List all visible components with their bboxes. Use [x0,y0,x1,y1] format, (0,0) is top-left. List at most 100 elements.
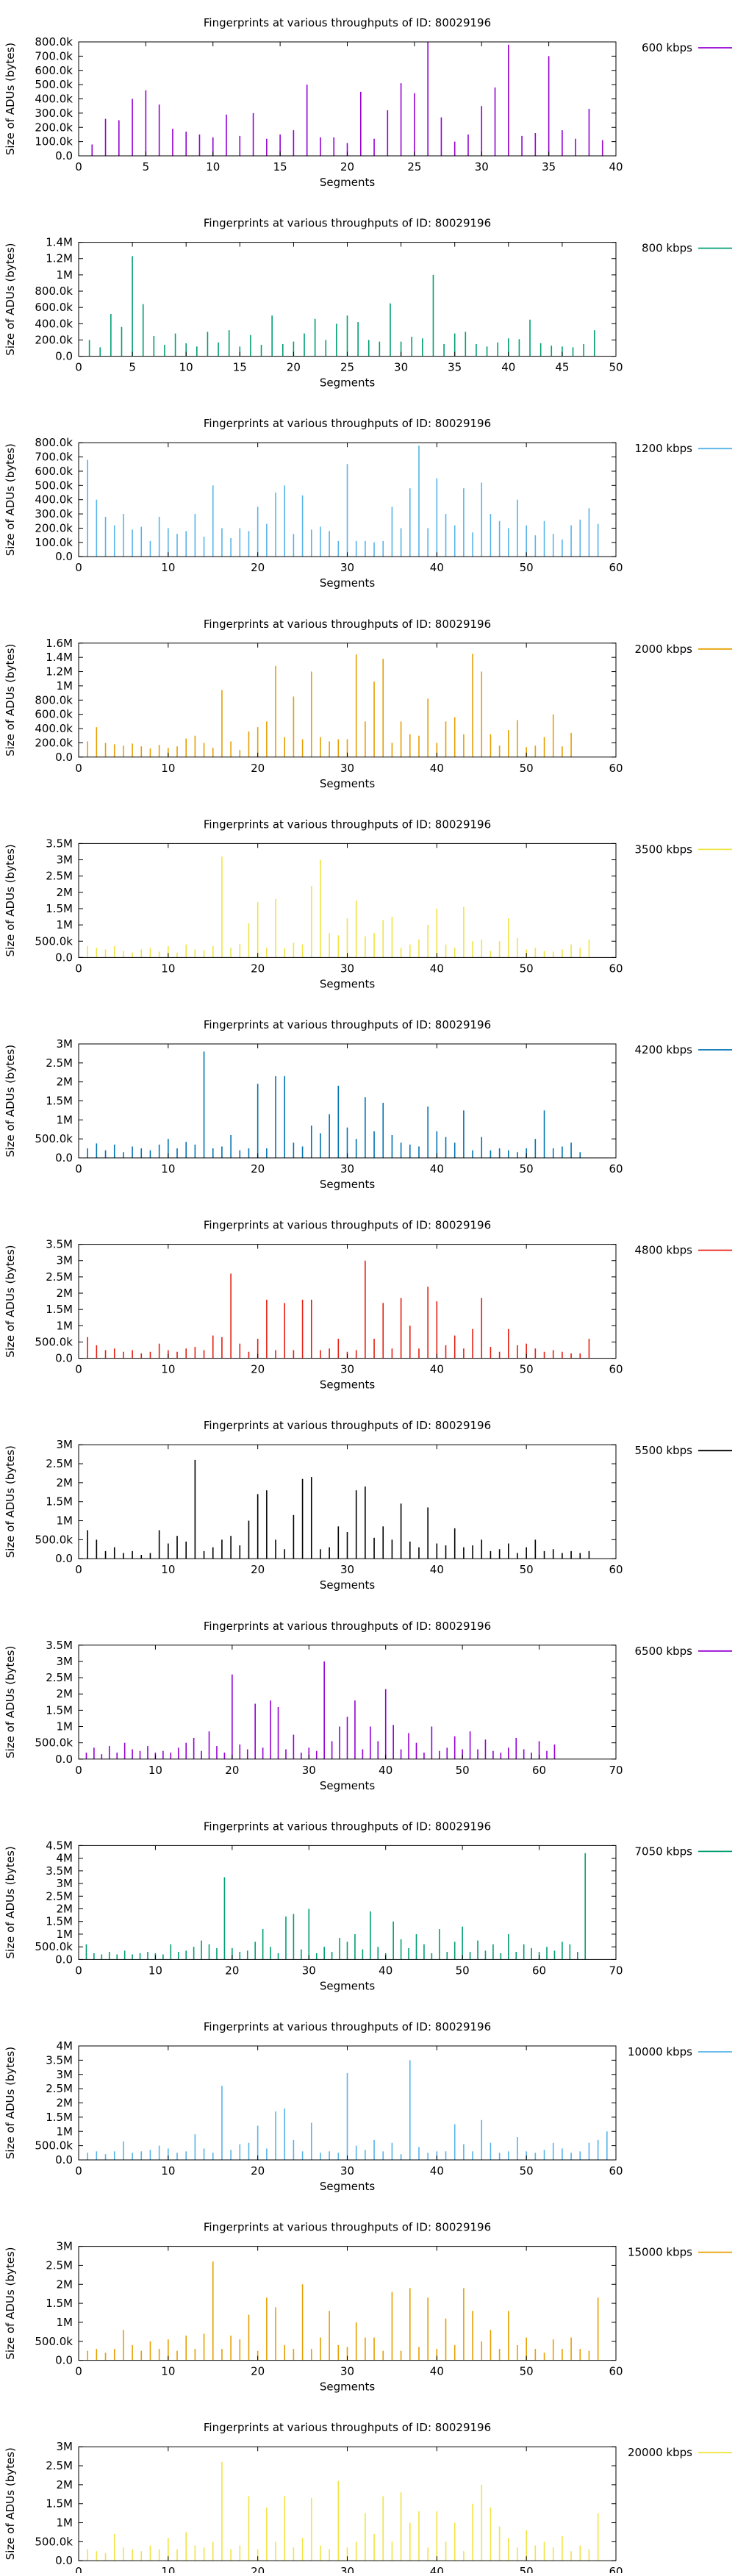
x-tick-label: 35 [448,361,462,374]
y-tick-label: 300.0k [35,107,73,120]
x-tick-label: 20 [251,962,265,975]
chart-title: Fingerprints at various throughputs of I… [204,1620,491,1633]
x-tick-label: 25 [340,361,354,374]
x-tick-label: 60 [609,962,623,975]
y-tick-label: 1M [57,1928,74,1941]
y-tick-label: 600.0k [35,301,73,314]
x-axis-label: Segments [320,2180,376,2193]
y-tick-label: 1.5M [46,1303,73,1316]
y-tick-label: 100.0k [35,135,73,149]
y-tick-label: 1.4M [46,236,73,249]
x-tick-label: 30 [340,1363,354,1376]
x-tick-label: 30 [340,1563,354,1576]
x-tick-label: 30 [340,762,354,775]
x-tick-label: 45 [555,361,569,374]
y-tick-label: 1M [57,2125,74,2138]
y-tick-label: 2.5M [46,1270,73,1284]
y-tick-label: 1M [57,2516,74,2530]
y-tick-label: 500.0k [35,78,73,91]
y-tick-label: 3M [57,2440,74,2453]
x-tick-label: 10 [161,762,175,775]
plot-frame [78,2446,617,2561]
y-tick-label: 2.5M [46,2082,73,2095]
y-tick-label: 1.5M [46,2111,73,2124]
chart-title: Fingerprints at various throughputs of I… [204,1018,491,1031]
y-tick-label: 1.2M [46,665,73,679]
y-tick-label: 2.5M [46,1056,73,1070]
chart-11: Fingerprints at various throughputs of I… [4,2221,732,2394]
y-tick-label: 0.0 [55,350,73,363]
y-axis-label: Size of ADUs (bytes) [4,43,17,155]
x-tick-label: 50 [520,2164,534,2178]
legend-label: 1200 kbps [635,442,693,455]
y-tick-label: 3.5M [46,1639,73,1652]
y-tick-label: 1.5M [46,2297,73,2310]
x-tick-label: 30 [394,361,408,374]
chart-12: Fingerprints at various throughputs of I… [4,2421,732,2576]
x-tick-label: 10 [161,962,175,975]
x-tick-label: 0 [75,1563,82,1576]
y-tick-label: 500.0k [35,479,73,492]
x-axis-label: Segments [320,2380,376,2394]
x-tick-label: 60 [609,1363,623,1376]
y-tick-label: 400.0k [35,722,73,735]
y-tick-label: 0.0 [55,1151,73,1164]
y-tick-label: 2.5M [46,1889,73,1903]
plot-frame [78,1645,617,1760]
chart-5: Fingerprints at various throughputs of I… [4,1018,732,1191]
x-tick-label: 10 [161,1162,175,1176]
y-tick-label: 100.0k [35,536,73,549]
y-tick-label: 2.5M [46,1457,73,1470]
x-tick-label: 20 [251,1563,265,1576]
y-axis-label: Size of ADUs (bytes) [4,243,17,356]
x-axis-label: Segments [320,376,376,390]
y-tick-label: 2M [57,886,74,899]
x-tick-label: 40 [379,1764,392,1777]
y-tick-label: 3M [57,1877,74,1890]
y-axis-label: Size of ADUs (bytes) [4,644,17,756]
x-tick-label: 40 [609,160,623,173]
y-tick-label: 2.5M [46,1671,73,1684]
y-tick-label: 1M [57,679,74,693]
y-tick-label: 2M [57,2278,74,2291]
x-tick-label: 30 [302,1964,316,1977]
chart-7: Fingerprints at various throughputs of I… [4,1419,732,1592]
chart-3: Fingerprints at various throughputs of I… [4,618,732,790]
x-tick-label: 0 [75,361,82,374]
x-tick-label: 20 [251,762,265,775]
y-tick-label: 800.0k [35,285,73,298]
x-tick-label: 60 [609,1563,623,1576]
y-tick-label: 2M [57,1476,74,1489]
x-tick-label: 20 [251,2365,265,2378]
x-tick-label: 20 [225,1964,239,1977]
x-tick-label: 60 [609,2164,623,2178]
x-tick-label: 10 [179,361,193,374]
y-tick-label: 200.0k [35,121,73,134]
chart-4: Fingerprints at various throughputs of I… [4,817,732,990]
x-tick-label: 50 [520,762,534,775]
x-tick-label: 0 [75,1363,82,1376]
plot-frame [78,1244,617,1359]
y-tick-label: 500.0k [35,2139,73,2153]
y-tick-label: 0.0 [55,751,73,764]
y-tick-label: 700.0k [35,49,73,62]
x-axis-label: Segments [320,777,376,790]
x-axis-label: Segments [320,176,376,189]
x-tick-label: 0 [75,2565,82,2573]
y-tick-label: 0.0 [55,1953,73,1966]
x-tick-label: 60 [609,1162,623,1176]
chart-title: Fingerprints at various throughputs of I… [204,618,491,631]
y-axis-label: Size of ADUs (bytes) [4,1646,17,1759]
x-tick-label: 0 [75,2164,82,2178]
chart-6: Fingerprints at various throughputs of I… [4,1219,732,1392]
x-axis-label: Segments [320,576,376,590]
x-tick-label: 15 [233,361,247,374]
x-tick-label: 20 [225,1764,239,1777]
y-tick-label: 0.0 [55,1552,73,1565]
y-tick-label: 3.5M [46,2053,73,2067]
y-tick-label: 300.0k [35,507,73,520]
y-tick-label: 2M [57,1287,74,1300]
y-tick-label: 4M [57,1852,74,1865]
x-tick-label: 50 [520,962,534,975]
